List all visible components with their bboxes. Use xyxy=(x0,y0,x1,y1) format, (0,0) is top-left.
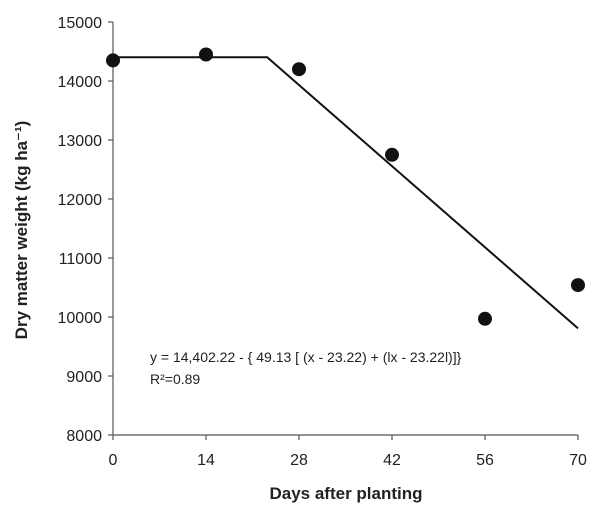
x-tick-label: 70 xyxy=(569,452,587,469)
x-tick-label: 0 xyxy=(109,452,118,469)
labels-layer: Dry matter weight (kg ha⁻¹) Days after p… xyxy=(12,121,462,503)
data-point xyxy=(478,311,492,326)
equation-annotation: y = 14,402.22 - { 49.13 [ (x - 23.22) + … xyxy=(150,349,462,365)
fit-line-layer xyxy=(113,56,579,330)
data-point xyxy=(199,47,213,62)
data-point xyxy=(385,147,399,162)
y-tick-label: 10000 xyxy=(58,310,103,327)
y-tick-label: 12000 xyxy=(58,192,103,209)
fitted-line xyxy=(113,56,579,330)
r-squared-annotation: R²=0.89 xyxy=(150,371,200,387)
x-tick-label: 28 xyxy=(290,452,308,469)
x-axis-title: Days after planting xyxy=(269,484,422,503)
axes-layer: 8000 9000 10000 11000 12000 13000 14000 15000 0 1… xyxy=(58,15,588,469)
x-tick-label: 56 xyxy=(476,452,494,469)
y-tick-label: 13000 xyxy=(58,133,103,150)
y-tick-label: 9000 xyxy=(66,369,102,386)
y-tick-label: 14000 xyxy=(58,74,103,91)
y-tick-label: 11000 xyxy=(59,251,102,268)
data-point xyxy=(106,53,120,68)
y-tick-label: 15000 xyxy=(58,15,103,32)
y-tick-label: 8000 xyxy=(66,428,102,445)
x-tick-label: 42 xyxy=(383,452,401,469)
data-points-layer xyxy=(106,47,585,326)
x-tick-label: 14 xyxy=(197,452,215,469)
data-point xyxy=(571,278,585,293)
y-axis-title: Dry matter weight (kg ha⁻¹) xyxy=(12,121,31,340)
data-point xyxy=(292,62,306,77)
